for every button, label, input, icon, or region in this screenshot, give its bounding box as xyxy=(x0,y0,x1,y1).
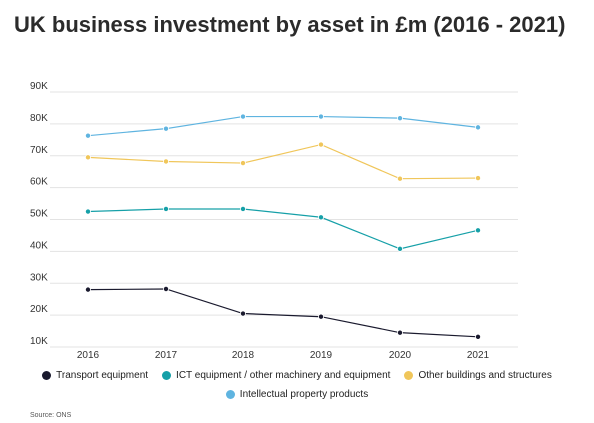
y-tick-label: 90K xyxy=(30,81,48,92)
data-point[interactable] xyxy=(162,205,169,212)
data-point[interactable] xyxy=(317,313,324,320)
y-tick-label: 60K xyxy=(30,177,48,188)
legend-label: Intellectual property products xyxy=(239,389,369,400)
data-point[interactable] xyxy=(317,214,324,221)
x-tick-label: 2019 xyxy=(310,350,333,361)
series-points xyxy=(85,113,481,340)
data-point[interactable] xyxy=(239,113,246,120)
data-point[interactable] xyxy=(162,285,169,292)
legend-item[interactable]: ICT equipment / other machinery and equi… xyxy=(162,370,390,381)
data-point[interactable] xyxy=(474,175,481,182)
y-tick-label: 80K xyxy=(30,113,48,124)
x-tick-label: 2021 xyxy=(467,350,490,361)
legend-item[interactable]: Intellectual property products xyxy=(225,389,369,400)
grid-lines xyxy=(50,91,518,348)
data-point[interactable] xyxy=(85,208,92,215)
data-point[interactable] xyxy=(396,115,403,122)
x-tick-label: 2016 xyxy=(77,350,100,361)
legend-item[interactable]: Other buildings and structures xyxy=(404,370,552,381)
legend: Transport equipment ICT equipment / other… xyxy=(14,370,580,400)
x-tick-label: 2017 xyxy=(155,350,178,361)
data-point[interactable] xyxy=(85,154,92,161)
data-point[interactable] xyxy=(474,227,481,234)
legend-swatch xyxy=(162,371,172,380)
y-tick-label: 20K xyxy=(30,304,48,315)
data-point[interactable] xyxy=(162,158,169,165)
data-point[interactable] xyxy=(474,124,481,131)
chart-title: UK business investment by asset in £m (2… xyxy=(14,12,566,37)
y-tick-label: 50K xyxy=(30,209,48,220)
source-note: Source: ONS xyxy=(30,412,72,419)
data-point[interactable] xyxy=(85,286,92,293)
legend-label: Other buildings and structures xyxy=(418,370,552,381)
data-point[interactable] xyxy=(317,113,324,120)
series-line-2 xyxy=(87,143,479,180)
series-line-3 xyxy=(87,115,479,137)
legend-swatch xyxy=(42,371,52,380)
y-tick-label: 70K xyxy=(30,145,48,156)
x-axis-ticks: 2016 2017 2018 2019 2020 2021 xyxy=(77,350,490,361)
data-point[interactable] xyxy=(239,205,246,212)
data-point[interactable] xyxy=(239,310,246,317)
data-point[interactable] xyxy=(85,132,92,139)
data-point[interactable] xyxy=(396,175,403,182)
data-point[interactable] xyxy=(162,125,169,132)
series-line-0 xyxy=(87,288,479,338)
y-axis-ticks: 10K 20K 30K 40K 50K 60K 70K 80K 90K xyxy=(30,81,48,347)
x-tick-label: 2020 xyxy=(389,350,412,361)
data-point[interactable] xyxy=(396,245,403,252)
y-tick-label: 10K xyxy=(30,336,48,347)
legend-swatch xyxy=(225,390,235,399)
data-point[interactable] xyxy=(239,160,246,167)
data-point[interactable] xyxy=(317,141,324,148)
legend-item[interactable]: Transport equipment xyxy=(42,370,148,381)
x-tick-label: 2018 xyxy=(232,350,255,361)
series-line-1 xyxy=(87,208,479,250)
y-tick-label: 40K xyxy=(30,240,48,251)
legend-label: Transport equipment xyxy=(56,370,149,381)
series-lines xyxy=(87,115,479,338)
data-point[interactable] xyxy=(474,333,481,340)
data-point[interactable] xyxy=(396,329,403,336)
legend-label: ICT equipment / other machinery and equi… xyxy=(176,370,391,381)
legend-swatch xyxy=(404,371,414,380)
y-tick-label: 30K xyxy=(30,272,48,283)
